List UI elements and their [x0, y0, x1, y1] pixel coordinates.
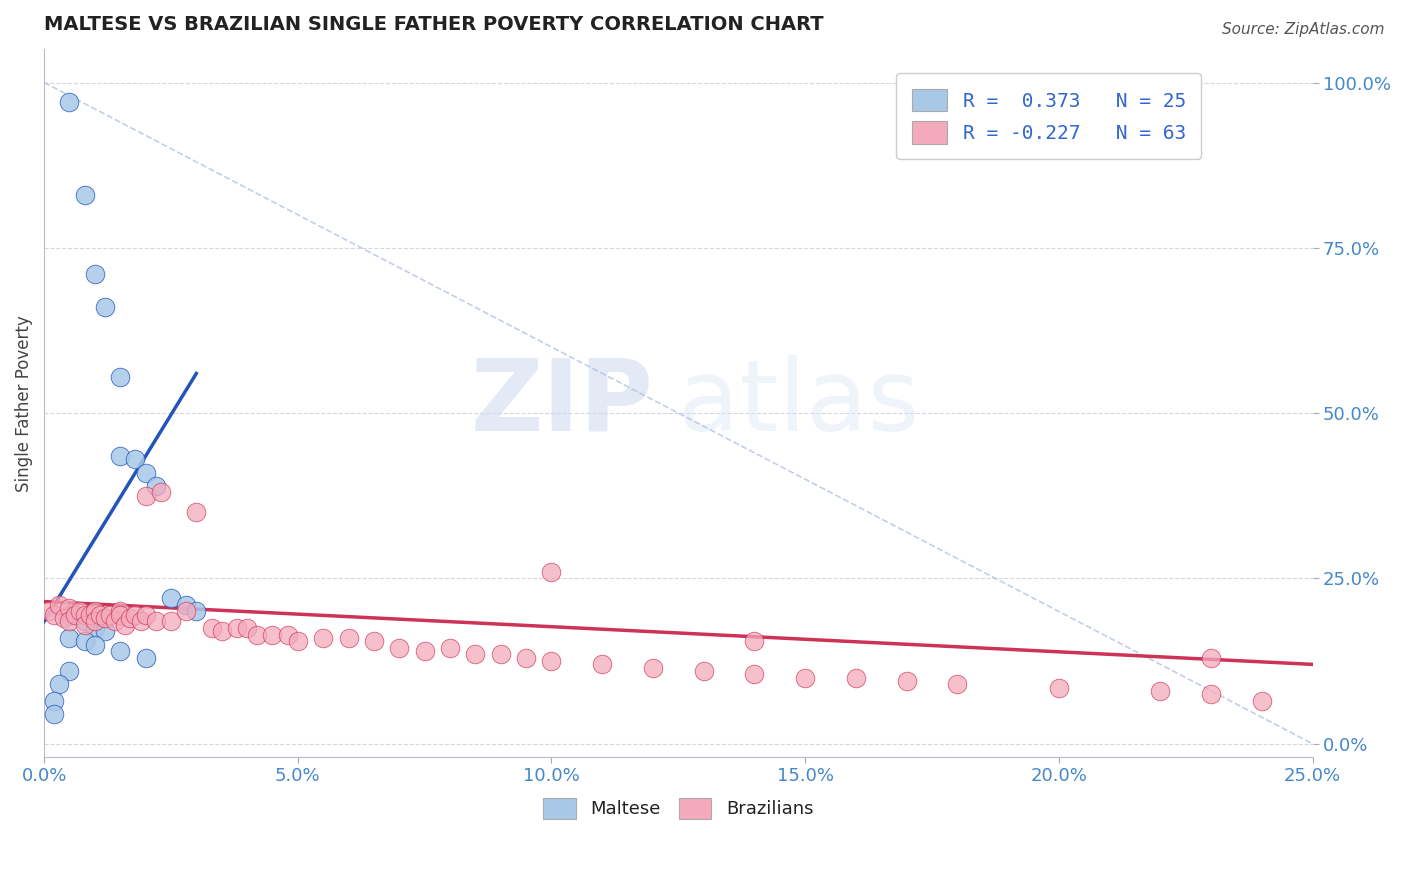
Point: [73, 615, 96, 629]
Point: [135, 607, 157, 622]
Point: [1199, 650, 1222, 665]
Point: [94, 301, 117, 315]
Point: [246, 627, 269, 641]
Point: [186, 505, 208, 519]
Point: [515, 650, 537, 665]
Point: [174, 598, 197, 612]
Point: [83, 638, 105, 652]
Point: [540, 654, 562, 668]
Point: [48, 598, 70, 612]
Point: [845, 671, 868, 685]
Point: [58, 631, 80, 645]
Point: [83, 621, 105, 635]
Point: [63, 607, 86, 622]
Point: [439, 640, 461, 655]
Point: [135, 489, 157, 503]
Point: [160, 615, 183, 629]
Point: [44, 607, 66, 622]
Point: [896, 673, 918, 688]
Point: [145, 479, 167, 493]
Point: [120, 611, 142, 625]
Point: [1199, 687, 1222, 701]
Point: [48, 677, 70, 691]
Point: [277, 627, 299, 641]
Point: [38, 605, 60, 619]
Point: [744, 634, 766, 648]
Point: [124, 452, 146, 467]
Text: MALTESE VS BRAZILIAN SINGLE FATHER POVERTY CORRELATION CHART: MALTESE VS BRAZILIAN SINGLE FATHER POVER…: [44, 15, 824, 34]
Text: ZIP: ZIP: [470, 355, 652, 451]
Point: [73, 188, 96, 202]
Point: [287, 634, 309, 648]
Point: [58, 664, 80, 678]
Point: [744, 667, 766, 681]
Point: [149, 485, 172, 500]
Point: [58, 95, 80, 110]
Point: [591, 657, 613, 672]
Point: [388, 640, 411, 655]
Point: [83, 605, 105, 619]
Point: [145, 615, 167, 629]
Text: Source: ZipAtlas.com: Source: ZipAtlas.com: [1222, 22, 1385, 37]
Text: atlas: atlas: [678, 355, 920, 451]
Point: [413, 644, 436, 658]
Point: [226, 621, 249, 635]
Legend: Maltese, Brazilians: Maltese, Brazilians: [536, 790, 821, 826]
Point: [200, 621, 222, 635]
Point: [1047, 681, 1070, 695]
Point: [135, 650, 157, 665]
Point: [124, 607, 146, 622]
Point: [1149, 683, 1171, 698]
Point: [135, 466, 157, 480]
Point: [110, 449, 132, 463]
Point: [94, 611, 117, 625]
Point: [73, 617, 96, 632]
Point: [44, 694, 66, 708]
Point: [94, 624, 117, 639]
Point: [110, 369, 132, 384]
Point: [89, 607, 111, 622]
Point: [129, 615, 152, 629]
Point: [58, 601, 80, 615]
Point: [83, 267, 105, 281]
Point: [73, 634, 96, 648]
Point: [211, 624, 233, 639]
Point: [236, 621, 259, 635]
Point: [110, 644, 132, 658]
Point: [160, 591, 183, 606]
Point: [44, 706, 66, 721]
Point: [110, 605, 132, 619]
Point: [98, 607, 121, 622]
Point: [464, 648, 486, 662]
Point: [69, 605, 91, 619]
Point: [693, 664, 716, 678]
Point: [53, 611, 76, 625]
Point: [58, 615, 80, 629]
Point: [312, 631, 335, 645]
Point: [794, 671, 817, 685]
Point: [79, 607, 101, 622]
Y-axis label: Single Father Poverty: Single Father Poverty: [15, 315, 32, 491]
Point: [186, 605, 208, 619]
Point: [114, 617, 136, 632]
Point: [641, 661, 664, 675]
Point: [540, 565, 562, 579]
Point: [58, 607, 80, 622]
Point: [1250, 694, 1272, 708]
Point: [489, 648, 512, 662]
Point: [946, 677, 969, 691]
Point: [110, 607, 132, 622]
Point: [174, 605, 197, 619]
Point: [83, 615, 105, 629]
Point: [104, 615, 127, 629]
Point: [262, 627, 284, 641]
Point: [363, 634, 385, 648]
Point: [73, 607, 96, 622]
Point: [337, 631, 360, 645]
